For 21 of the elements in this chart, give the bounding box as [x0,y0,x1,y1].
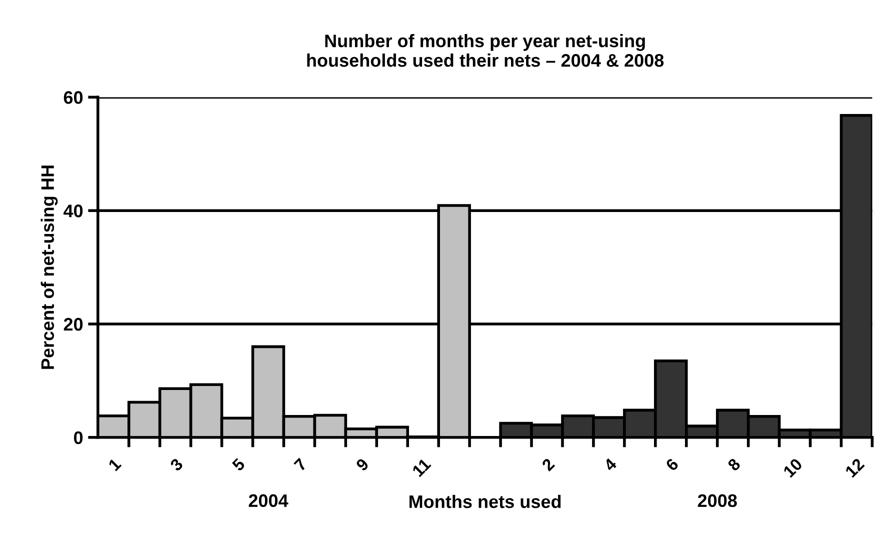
chart-title: Number of months per year net-using households used their nets – 2004 & 2008 [307,34,664,67]
x-tick-label: 5 [232,458,246,472]
x-tick-label: 2 [541,458,556,472]
x-tick-label: 12 [844,458,865,478]
x-axis-title: Months nets used [410,494,561,508]
x-tick-label: 7 [294,458,308,472]
x-tick-label: 10 [782,458,803,478]
y-tick-label: 20 [64,318,83,331]
y-axis-title: Percent of net-using HH [40,166,58,369]
x-tick-label: 3 [169,458,184,472]
y-tick-label: 60 [64,91,83,104]
text: 2008 [698,494,737,508]
x-tick-label: 9 [355,458,370,472]
y-tick-label: 40 [64,204,83,218]
x-tick-label: 4 [602,457,618,472]
x-tick-label: 11 [412,458,432,478]
x-tick-label: 8 [726,458,742,472]
x-tick-label: 6 [665,458,680,472]
text: 2004 [248,494,288,508]
x-tick-label: 1 [108,458,122,472]
y-tick-label: 0 [74,431,83,444]
